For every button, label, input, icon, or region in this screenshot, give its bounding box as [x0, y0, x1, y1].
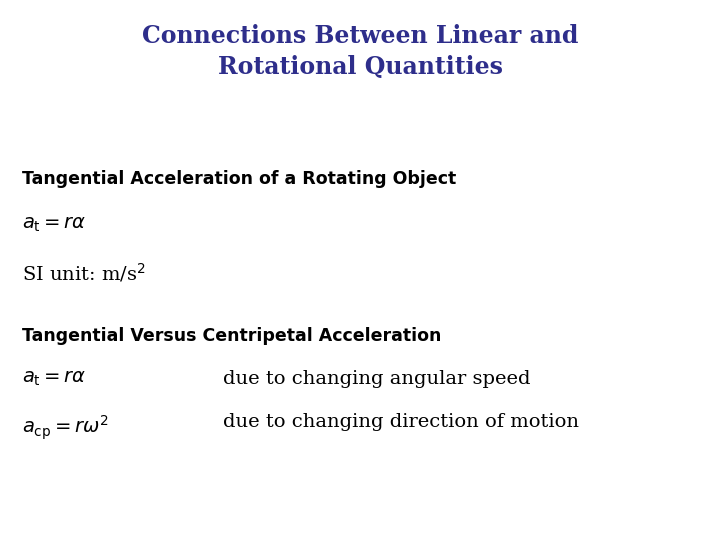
Text: Connections Between Linear and
Rotational Quantities: Connections Between Linear and Rotationa…	[142, 24, 578, 79]
Text: Tangential Acceleration of a Rotating Object: Tangential Acceleration of a Rotating Ob…	[22, 170, 456, 188]
Text: due to changing angular speed: due to changing angular speed	[223, 370, 531, 388]
Text: SI unit: m/s$^2$: SI unit: m/s$^2$	[22, 262, 145, 285]
Text: $a_\mathrm{t} = r\alpha$: $a_\mathrm{t} = r\alpha$	[22, 370, 86, 388]
Text: due to changing direction of motion: due to changing direction of motion	[223, 413, 579, 431]
Text: Tangential Versus Centripetal Acceleration: Tangential Versus Centripetal Accelerati…	[22, 327, 441, 345]
Text: $a_\mathrm{cp} = r\omega^2$: $a_\mathrm{cp} = r\omega^2$	[22, 413, 109, 442]
Text: $a_\mathrm{t} = r\alpha$: $a_\mathrm{t} = r\alpha$	[22, 216, 86, 234]
